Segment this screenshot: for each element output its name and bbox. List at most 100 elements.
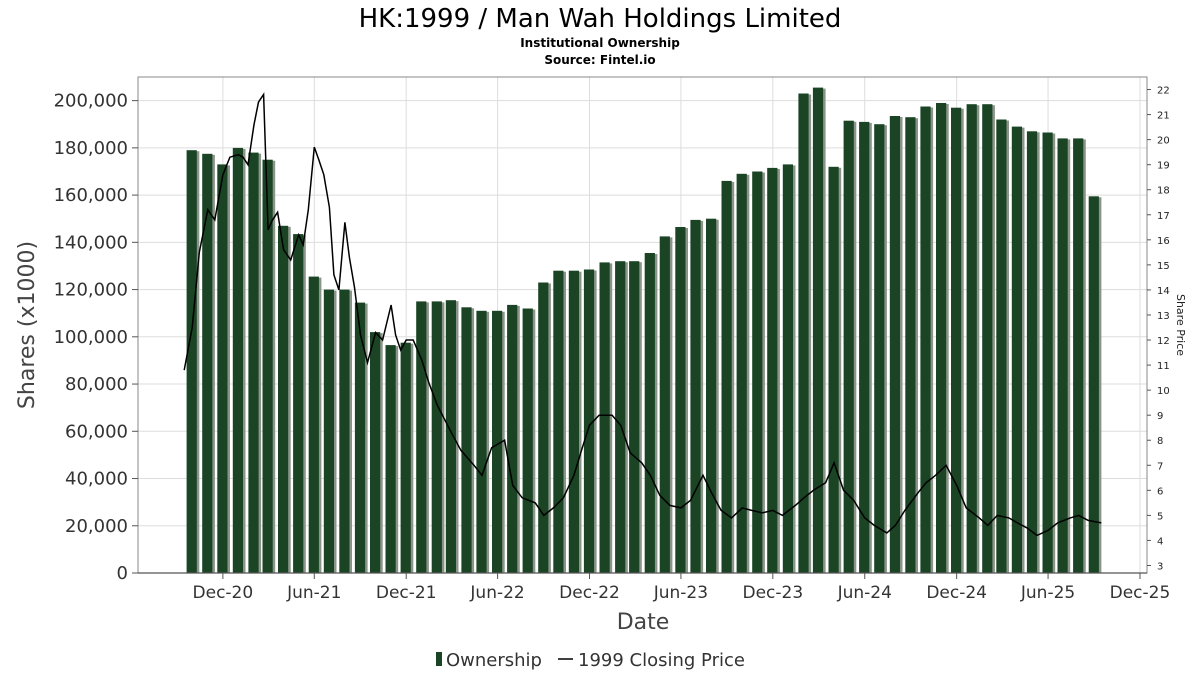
x-tick-label-8: Dec-24 — [926, 583, 987, 603]
y-tick-label-8: 160,000 — [54, 185, 128, 206]
ownership-bar-39 — [782, 164, 793, 573]
legend-ownership-swatch — [436, 652, 442, 666]
y-tick-label-3: 60,000 — [65, 421, 128, 442]
ownership-bar-25 — [568, 270, 579, 573]
ownership-bar-54 — [1011, 126, 1022, 573]
ownership-bar-11 — [354, 302, 366, 573]
ownership-bar-23 — [538, 282, 549, 573]
ownership-bar-44 — [859, 121, 870, 574]
ownership-bar-43 — [843, 120, 854, 573]
ownership-bar-31 — [659, 236, 670, 573]
x-tick-label-10: Dec-25 — [1110, 583, 1171, 603]
x-tick-label-5: Jun-23 — [653, 583, 708, 603]
ownership-bar-35 — [721, 180, 732, 573]
ownership-bar-40 — [798, 93, 809, 573]
left-axis-ticks: 0 20,000 40,000 60,000 80,000 100,000 120,000 1… — [54, 91, 138, 584]
ownership-bar-29 — [629, 261, 640, 573]
y-right-tick-label-12: 15 — [1157, 261, 1170, 272]
y-tick-label-5: 100,000 — [54, 327, 128, 348]
y-tick-label-2: 40,000 — [65, 469, 128, 490]
price-line — [183, 92, 1102, 537]
ownership-bar-24 — [553, 270, 564, 573]
ownership-bar-45 — [874, 124, 885, 573]
y-tick-label-6: 120,000 — [54, 280, 128, 301]
x-tick-label-3: Jun-22 — [469, 583, 524, 603]
y-right-tick-label-10: 13 — [1157, 311, 1170, 322]
ownership-bar-49 — [936, 103, 947, 573]
y-right-tick-label-2: 5 — [1157, 511, 1163, 522]
price-line-layer — [183, 92, 1102, 537]
y-tick-label-4: 80,000 — [65, 374, 128, 395]
chart-title: HK:1999 / Man Wah Holdings Limited — [359, 4, 842, 34]
y-axis-right-label: Share Price — [1174, 294, 1187, 356]
ownership-bar-58 — [1073, 138, 1084, 573]
y-right-tick-label-11: 14 — [1157, 286, 1170, 297]
x-tick-label-2: Dec-21 — [376, 583, 437, 603]
ownership-bar-50 — [951, 107, 962, 573]
ownership-bar-38 — [767, 167, 778, 573]
y-right-tick-label-13: 16 — [1157, 236, 1170, 247]
y-right-tick-label-7: 10 — [1157, 386, 1170, 397]
ownership-bar-52 — [982, 104, 993, 573]
axes — [137, 76, 1148, 574]
y-tick-label-0: 0 — [117, 563, 128, 584]
ownership-bar-20 — [492, 310, 503, 573]
x-tick-label-9: Jun-25 — [1020, 583, 1075, 603]
ownership-bar-28 — [615, 261, 626, 573]
y-tick-label-9: 180,000 — [54, 138, 128, 159]
ownership-bar-6 — [278, 225, 289, 574]
y-axis-label: Shares (x1000) — [15, 241, 40, 409]
x-tick-label-0: Dec-20 — [193, 583, 254, 603]
legend: Ownership 1999 Closing Price — [436, 650, 745, 671]
y-right-tick-label-18: 21 — [1157, 111, 1170, 122]
ownership-bar-0 — [186, 150, 197, 573]
ownership-bar-47 — [905, 117, 916, 573]
ownership-bar-16 — [431, 301, 442, 573]
ownership-bar-10 — [339, 289, 350, 573]
ownership-bar-21 — [507, 304, 518, 573]
y-right-tick-label-8: 11 — [1157, 361, 1170, 372]
x-axis-ticks: Dec-20 Jun-21 Dec-21 Jun-22 Dec-22 Jun-23 Dec-… — [193, 573, 1171, 603]
ownership-bar-36 — [736, 173, 747, 574]
ownership-bar-56 — [1042, 132, 1053, 573]
ownership-bar-27 — [599, 262, 610, 573]
ownership-bar-46 — [889, 116, 900, 573]
y-tick-label-1: 20,000 — [65, 516, 128, 537]
ownership-bar-17 — [445, 300, 456, 573]
ownership-bar-4 — [248, 152, 259, 573]
ownership-bar-1 — [202, 153, 213, 574]
ownership-bar-18 — [461, 307, 472, 573]
chart-subtitle-2: Source: Fintel.io — [544, 53, 655, 67]
ownership-bar-42 — [828, 166, 839, 574]
y-right-tick-label-0: 3 — [1157, 561, 1163, 572]
ownership-bar-41 — [812, 87, 824, 573]
y-right-tick-label-17: 20 — [1157, 136, 1170, 147]
chart-subtitle-1: Institutional Ownership — [520, 36, 680, 50]
legend-ownership-label: Ownership — [446, 650, 542, 671]
x-tick-label-7: Jun-24 — [837, 583, 892, 603]
ownership-bar-59 — [1088, 196, 1099, 574]
ownership-bar-57 — [1057, 138, 1068, 573]
y-right-tick-label-3: 6 — [1157, 486, 1163, 497]
ownership-bar-7 — [293, 234, 304, 573]
ownership-bar-22 — [522, 308, 533, 573]
ownership-bar-19 — [476, 310, 487, 573]
ownership-bar-26 — [583, 269, 595, 573]
ownership-bar-8 — [308, 276, 319, 573]
x-axis-label: Date — [617, 610, 670, 635]
y-right-tick-label-9: 12 — [1157, 336, 1170, 347]
y-right-tick-label-4: 7 — [1157, 461, 1163, 472]
ownership-bar-15 — [416, 301, 427, 573]
ownership-bar-13 — [385, 345, 396, 573]
y-tick-label-10: 200,000 — [54, 91, 128, 112]
ownership-bar-32 — [675, 227, 686, 573]
ownership-bar-51 — [966, 104, 977, 573]
y-right-tick-label-16: 19 — [1157, 161, 1170, 172]
ownership-bar-34 — [706, 218, 717, 573]
y-right-tick-label-5: 8 — [1157, 436, 1163, 447]
x-tick-label-4: Dec-22 — [559, 583, 620, 603]
ownership-bar-9 — [323, 289, 334, 573]
y-right-tick-label-14: 17 — [1157, 211, 1170, 222]
y-right-tick-label-6: 9 — [1157, 411, 1163, 422]
